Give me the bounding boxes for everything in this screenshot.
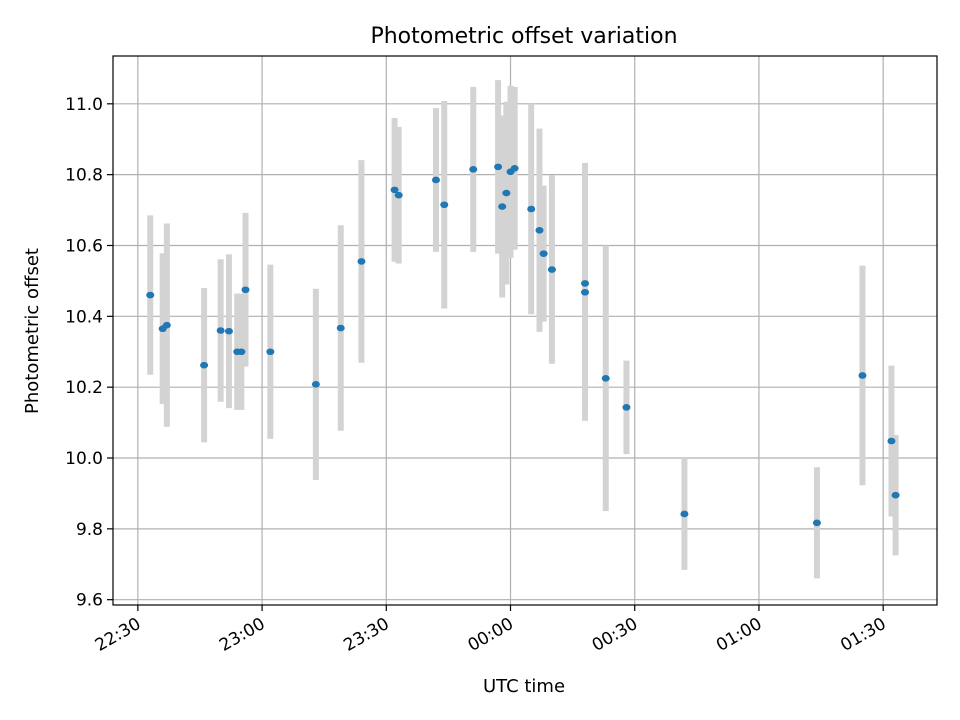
data-point xyxy=(336,324,345,332)
plot-frame xyxy=(112,55,938,606)
data-point xyxy=(581,280,590,287)
data-point xyxy=(394,191,403,199)
data-point xyxy=(498,203,507,210)
data-point xyxy=(622,404,631,411)
y-tick-label: 10.8 xyxy=(65,166,103,186)
data-point xyxy=(162,321,171,329)
y-tick-label: 10.4 xyxy=(65,307,103,327)
data-point xyxy=(891,491,900,499)
data-point xyxy=(357,258,366,265)
data-point xyxy=(887,437,896,445)
data-point xyxy=(812,519,821,527)
data-point xyxy=(527,205,536,213)
data-point xyxy=(469,166,478,173)
y-axis-label: Photometric offset xyxy=(22,248,43,414)
x-axis-label: UTC time xyxy=(483,676,565,697)
data-point xyxy=(440,201,449,209)
data-point xyxy=(535,226,544,234)
data-point xyxy=(680,510,689,518)
y-tick-label: 10.2 xyxy=(65,378,103,398)
data-point xyxy=(858,372,867,379)
y-axis-ticks: 9.6 9.8 10.0 10.2 10.4 10.6 10.8 11.0 xyxy=(65,95,113,611)
data-point xyxy=(146,291,155,299)
data-point xyxy=(266,348,275,356)
data-point xyxy=(502,189,511,197)
y-tick-label: 11.0 xyxy=(65,95,103,115)
grid xyxy=(113,56,937,605)
data-point xyxy=(431,176,440,184)
data-point xyxy=(237,348,246,356)
data-points xyxy=(146,163,900,527)
data-point xyxy=(200,361,209,369)
data-point xyxy=(510,164,519,172)
y-tick-label: 9.8 xyxy=(76,520,103,540)
chart-title: Photometric offset variation xyxy=(370,24,677,49)
y-tick-label: 10.0 xyxy=(65,449,103,469)
data-point xyxy=(601,375,610,382)
y-tick-label: 10.6 xyxy=(65,236,103,256)
data-point xyxy=(241,286,250,294)
data-point xyxy=(547,266,556,273)
data-point xyxy=(390,186,399,194)
data-point xyxy=(581,288,590,296)
data-point xyxy=(539,250,548,257)
data-point xyxy=(494,163,503,171)
data-point xyxy=(224,327,233,335)
data-point xyxy=(216,327,225,334)
data-point xyxy=(311,381,320,388)
y-tick-label: 9.6 xyxy=(76,591,103,611)
